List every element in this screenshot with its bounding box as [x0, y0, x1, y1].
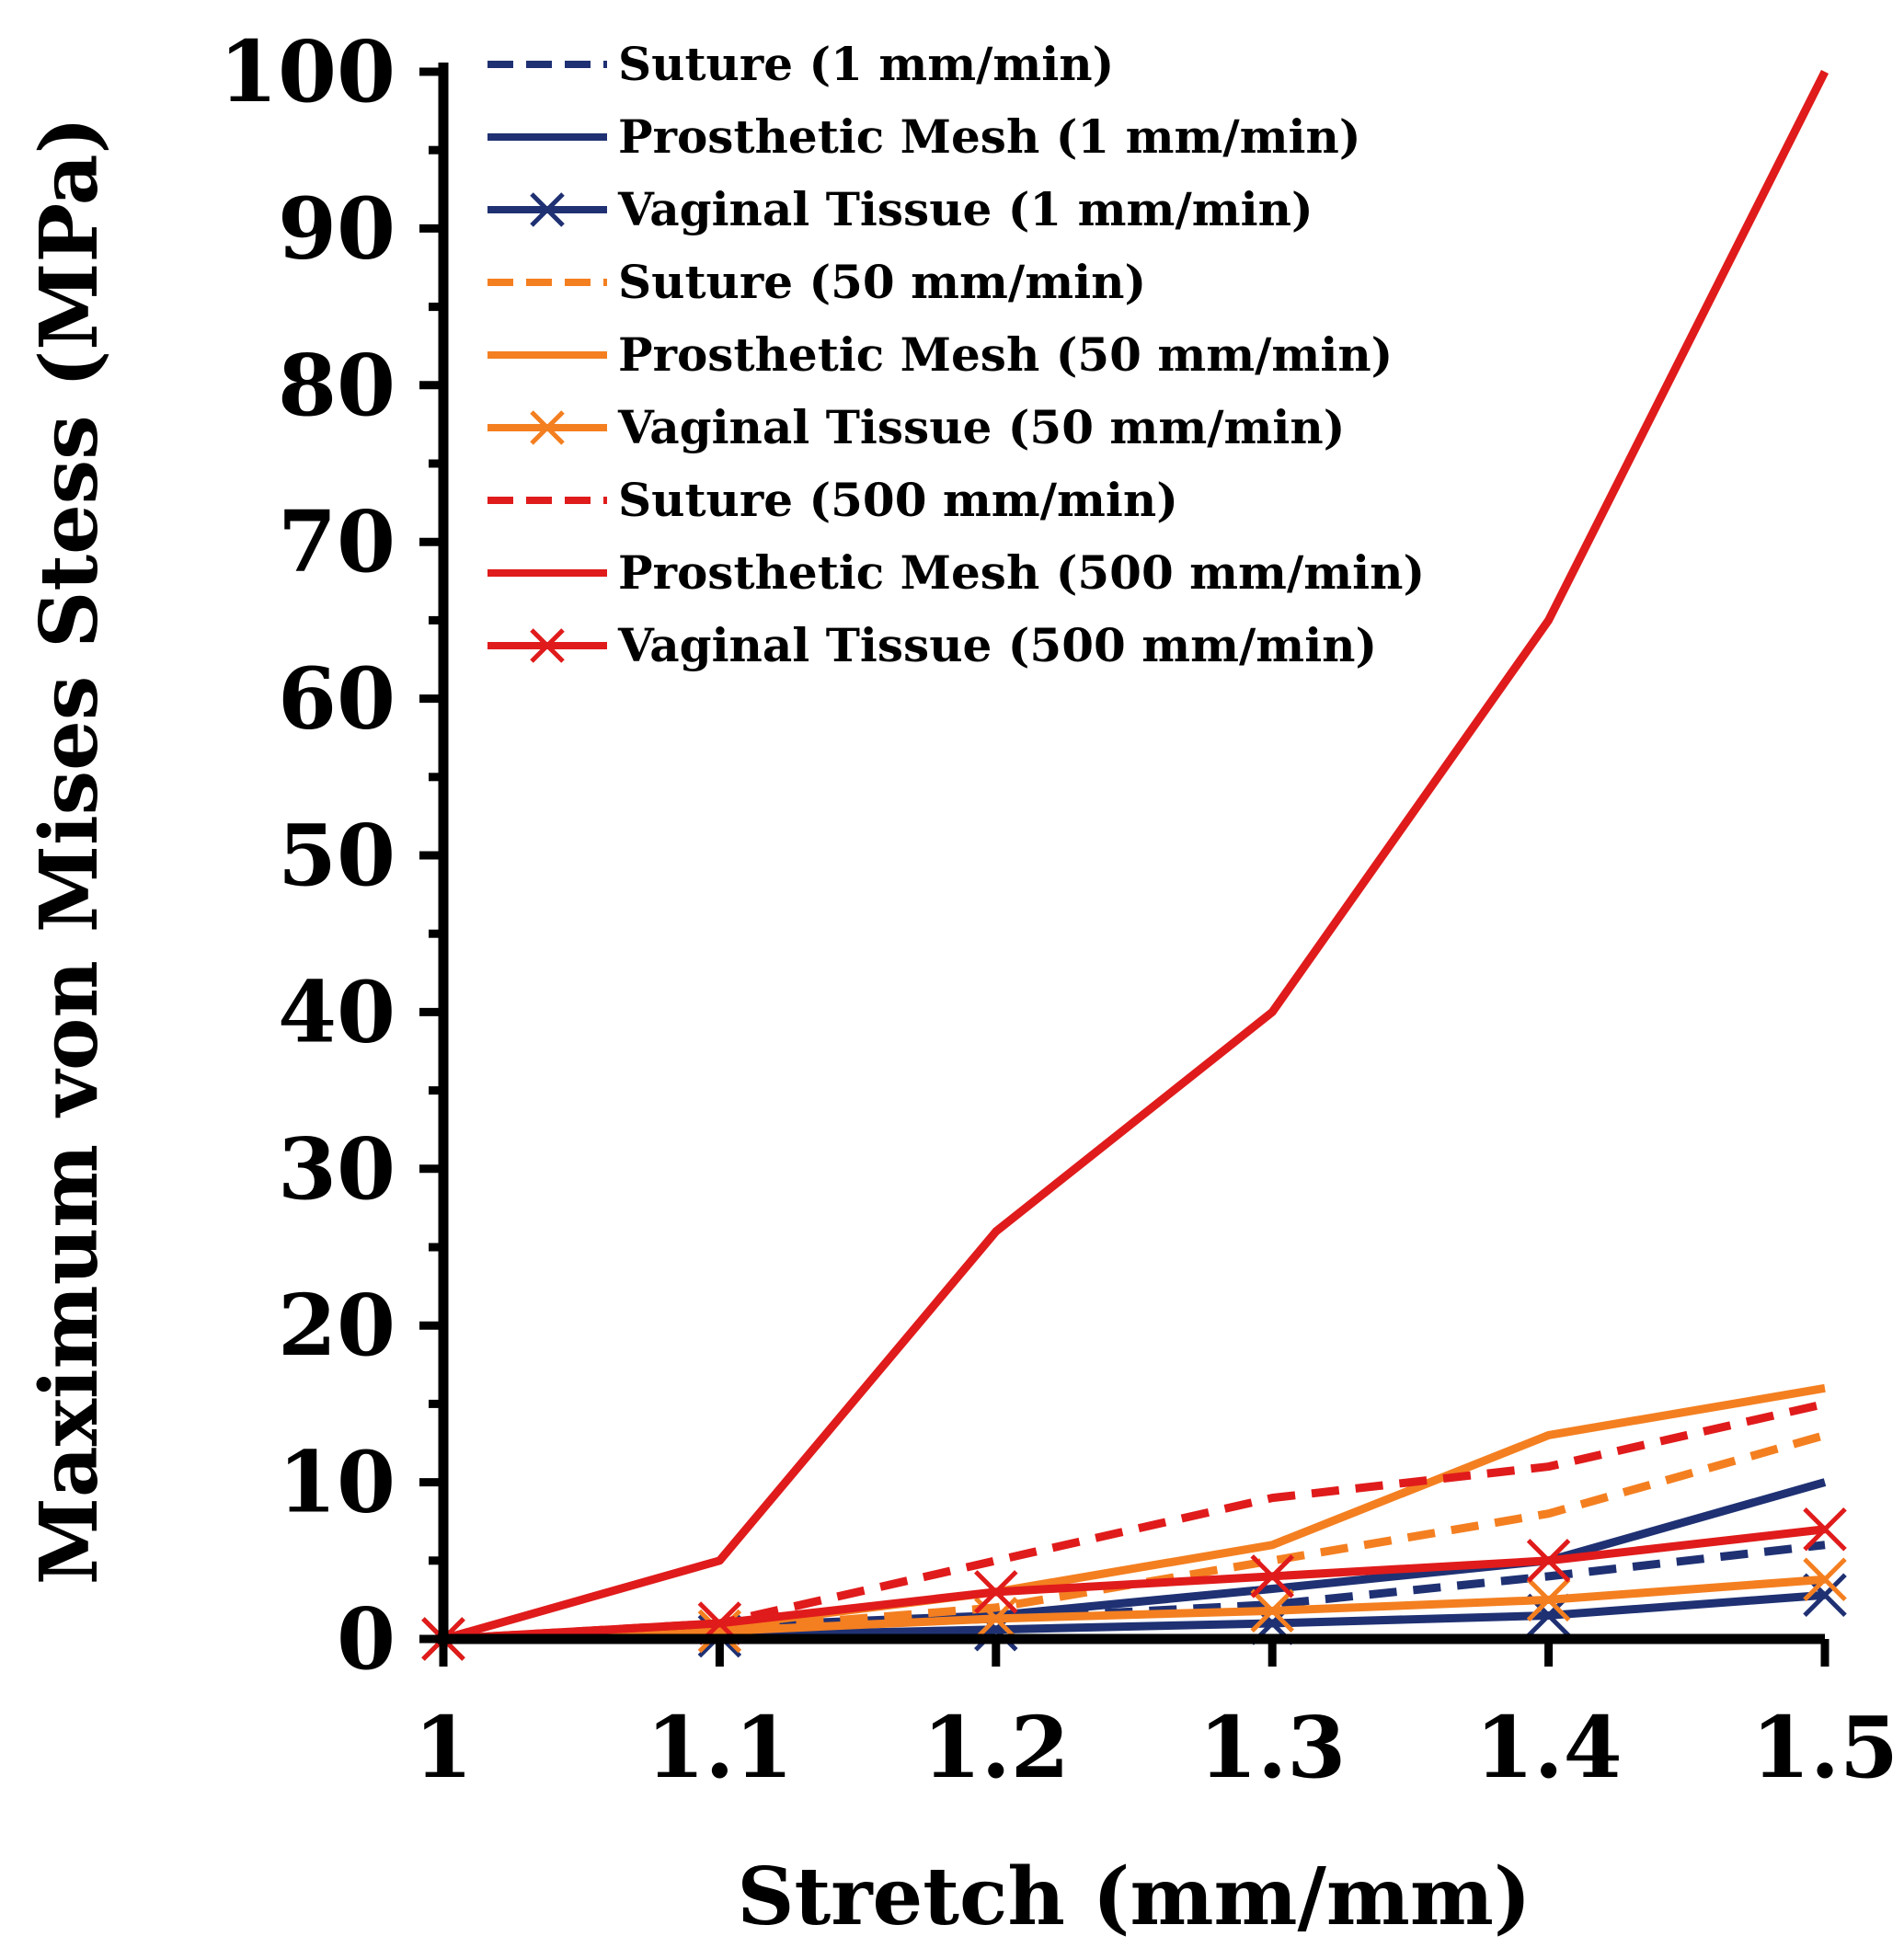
- x-axis-title: Stretch (mm/mm): [737, 1851, 1531, 1943]
- legend-marker: [530, 192, 565, 227]
- legend-item: Vaginal Tissue (1 mm/min): [487, 182, 1313, 236]
- series-layer: [421, 69, 1847, 1661]
- data-point-marker: [1526, 1539, 1571, 1583]
- legend-label: Suture (1 mm/min): [618, 37, 1114, 91]
- data-point-marker: [1803, 1557, 1847, 1602]
- series-line: [442, 69, 1829, 1644]
- data-point-marker: [1250, 1588, 1294, 1633]
- legend-item: Prosthetic Mesh (50 mm/min): [487, 327, 1393, 382]
- y-tick-label: 70: [278, 492, 396, 591]
- legend-label: Vaginal Tissue (1 mm/min): [617, 182, 1313, 236]
- data-point-marker: [1803, 1573, 1847, 1618]
- data-point-marker: [1803, 1507, 1847, 1552]
- legend-item: Prosthetic Mesh (1 mm/min): [487, 109, 1361, 164]
- legend-marker: [530, 410, 565, 445]
- y-tick-label: 80: [278, 336, 396, 435]
- legend: Suture (1 mm/min) Prosthetic Mesh (1 mm/m…: [487, 37, 1425, 672]
- legend-item: Suture (500 mm/min): [487, 473, 1178, 527]
- x-tick-label: 1.2: [923, 1698, 1070, 1797]
- legend-marker: [530, 628, 565, 663]
- y-tick-label: 20: [278, 1276, 396, 1375]
- y-tick-label: 60: [278, 649, 396, 749]
- series-prosthetic-mesh-500-mm-min: [442, 69, 1829, 1644]
- data-point-marker: [974, 1570, 1018, 1614]
- legend-item: Vaginal Tissue (50 mm/min): [487, 400, 1345, 454]
- ticks-layer: 0 10 20 30 40 50 60 70 80 90 100 1 1.1 1.2 1.3 1.4 1.5: [219, 22, 1898, 1797]
- x-tick-label: 1.3: [1199, 1698, 1346, 1797]
- legend-item: Suture (1 mm/min): [487, 37, 1114, 91]
- y-tick-label: 30: [278, 1119, 396, 1219]
- legend-label: Vaginal Tissue (50 mm/min): [617, 400, 1345, 454]
- axes-layer: [438, 63, 1825, 1644]
- legend-label: Vaginal Tissue (500 mm/min): [617, 618, 1377, 672]
- data-point-marker: [1526, 1577, 1571, 1622]
- legend-item: Prosthetic Mesh (500 mm/min): [487, 545, 1425, 600]
- y-tick-label: 100: [219, 22, 396, 121]
- legend-label: Prosthetic Mesh (1 mm/min): [618, 109, 1361, 164]
- y-tick-label: 50: [278, 806, 396, 905]
- legend-label: Prosthetic Mesh (50 mm/min): [618, 327, 1393, 382]
- legend-item: Suture (50 mm/min): [487, 255, 1146, 309]
- y-tick-label: 40: [278, 962, 396, 1061]
- x-tick-label: 1.1: [646, 1698, 793, 1797]
- legend-label: Prosthetic Mesh (500 mm/min): [618, 545, 1425, 600]
- legend-label: Suture (500 mm/min): [618, 473, 1178, 527]
- series-line: [442, 1575, 1826, 1644]
- legend-item: Vaginal Tissue (500 mm/min): [487, 618, 1377, 672]
- series-line: [442, 1525, 1826, 1644]
- data-point-marker: [1250, 1554, 1294, 1599]
- x-tick-label: 1: [414, 1698, 473, 1797]
- y-tick-label: 10: [278, 1433, 396, 1532]
- x-tick-label: 1.5: [1751, 1698, 1898, 1797]
- y-tick-label: 0: [337, 1589, 396, 1689]
- y-tick-label: 90: [278, 178, 396, 278]
- y-axis-title: Maximum von Mises Stess (MPa): [23, 117, 116, 1585]
- x-tick-label: 1.4: [1475, 1698, 1623, 1797]
- legend-label: Suture (50 mm/min): [618, 255, 1146, 309]
